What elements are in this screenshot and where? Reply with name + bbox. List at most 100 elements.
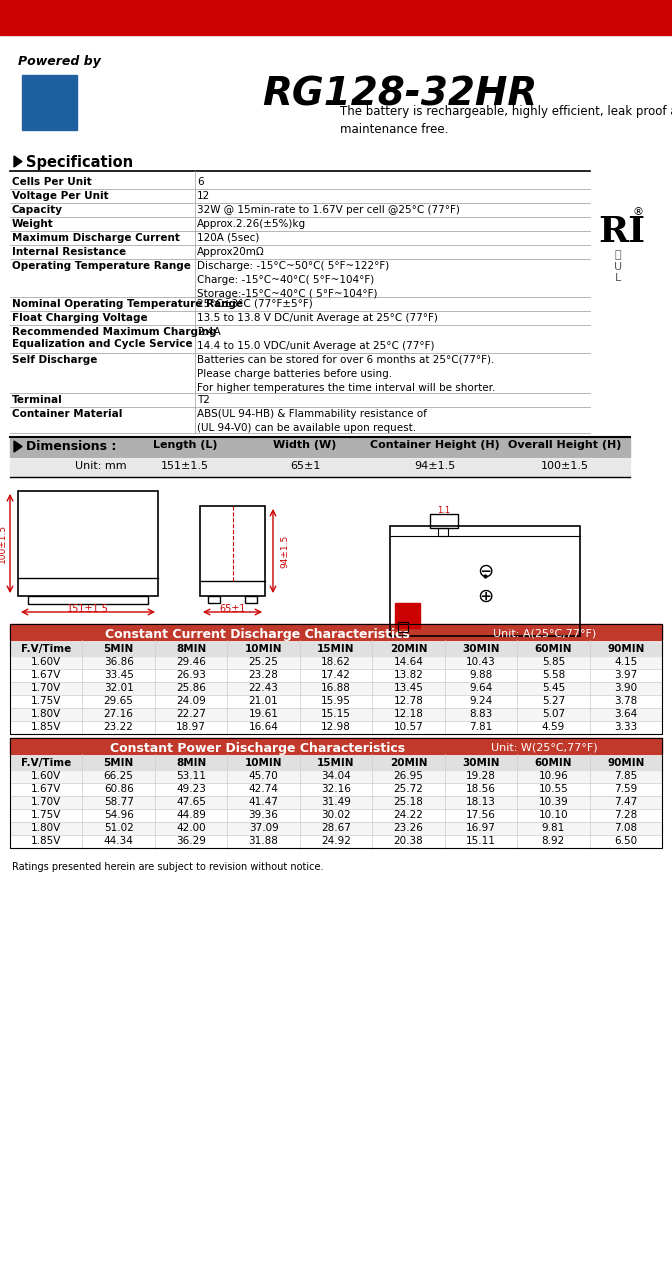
- Text: 31.49: 31.49: [321, 797, 351, 806]
- Text: Recommended Maximum Charging
Equalization and Cycle Service: Recommended Maximum Charging Equalizatio…: [12, 326, 216, 348]
- Text: 29.65: 29.65: [103, 696, 134, 707]
- Bar: [390, 526, 580, 636]
- Text: Nominal Operating Temperature Range: Nominal Operating Temperature Range: [12, 300, 243, 308]
- Text: ABS(UL 94-HB) & Flammability resistance of
(UL 94-V0) can be available upon requ: ABS(UL 94-HB) & Flammability resistance …: [197, 410, 427, 433]
- Bar: [208, 596, 220, 603]
- Text: 33.45: 33.45: [103, 669, 134, 680]
- Text: Cells Per Unit: Cells Per Unit: [12, 177, 92, 187]
- Text: 30MIN: 30MIN: [462, 758, 500, 768]
- Text: Constant Current Discharge Characteristics: Constant Current Discharge Characteristi…: [106, 628, 410, 641]
- Text: 90MIN: 90MIN: [607, 758, 644, 768]
- Text: 8.83: 8.83: [469, 709, 493, 719]
- Text: 23.28: 23.28: [249, 669, 278, 680]
- Text: Operating Temperature Range: Operating Temperature Range: [12, 261, 191, 271]
- Text: 10MIN: 10MIN: [245, 758, 282, 768]
- Text: 54.96: 54.96: [103, 810, 134, 820]
- Text: 1.75V: 1.75V: [31, 810, 61, 820]
- Text: F.V/Time: F.V/Time: [21, 758, 71, 768]
- Bar: [10, 643, 662, 655]
- Bar: [10, 783, 662, 796]
- Text: 3.90: 3.90: [614, 684, 637, 692]
- Text: 17.56: 17.56: [466, 810, 496, 820]
- Text: Length (L): Length (L): [153, 440, 217, 451]
- Text: 1.85V: 1.85V: [31, 722, 61, 732]
- Text: POWER: POWER: [32, 119, 66, 128]
- Text: 10.57: 10.57: [394, 722, 423, 732]
- Text: 13.5 to 13.8 V DC/unit Average at 25°C (77°F): 13.5 to 13.8 V DC/unit Average at 25°C (…: [197, 314, 438, 323]
- Text: 21.01: 21.01: [249, 696, 278, 707]
- Text: 1.85V: 1.85V: [31, 836, 61, 846]
- Text: 18.56: 18.56: [466, 783, 496, 794]
- Text: Unit: W(25°C,77°F): Unit: W(25°C,77°F): [491, 742, 598, 751]
- Text: 25.25: 25.25: [249, 657, 278, 667]
- Text: 94±1.5: 94±1.5: [415, 461, 456, 471]
- Text: Raion: Raion: [22, 105, 75, 123]
- Text: 25°C±3°C (77°F±5°F): 25°C±3°C (77°F±5°F): [197, 300, 312, 308]
- Text: 1.67V: 1.67V: [31, 669, 61, 680]
- Text: 34.04: 34.04: [321, 771, 351, 781]
- Bar: [10, 739, 662, 754]
- Text: 42.74: 42.74: [249, 783, 278, 794]
- Text: 24.09: 24.09: [176, 696, 206, 707]
- Text: 53.11: 53.11: [176, 771, 206, 781]
- Text: 15MIN: 15MIN: [317, 644, 355, 654]
- Bar: [10, 669, 662, 682]
- Text: 60.86: 60.86: [103, 783, 134, 794]
- Text: 22.27: 22.27: [176, 709, 206, 719]
- Text: 42.00: 42.00: [176, 823, 206, 833]
- Text: Dimensions :: Dimensions :: [26, 440, 116, 453]
- Text: 5.85: 5.85: [542, 657, 565, 667]
- Text: ⒲
U
L: ⒲ U L: [614, 250, 622, 283]
- Text: Unit: A(25°C,77°F): Unit: A(25°C,77°F): [493, 628, 596, 637]
- Text: 9.81: 9.81: [542, 823, 565, 833]
- Text: 23.26: 23.26: [394, 823, 423, 833]
- Text: 18.13: 18.13: [466, 797, 496, 806]
- Text: Discharge: -15°C~50°C( 5°F~122°F)
Charge: -15°C~40°C( 5°F~104°F)
Storage:-15°C~4: Discharge: -15°C~50°C( 5°F~122°F) Charge…: [197, 261, 389, 300]
- Text: 5MIN: 5MIN: [103, 644, 134, 654]
- Text: 5MIN: 5MIN: [103, 758, 134, 768]
- Text: 36.29: 36.29: [176, 836, 206, 846]
- Text: 44.89: 44.89: [176, 810, 206, 820]
- Bar: [10, 655, 662, 669]
- Text: ⊖: ⊖: [477, 562, 493, 581]
- Bar: [18, 492, 158, 596]
- Bar: [24, 79, 74, 125]
- Text: 3.78: 3.78: [614, 696, 638, 707]
- Text: 8.92: 8.92: [542, 836, 565, 846]
- Text: 25.72: 25.72: [394, 783, 423, 794]
- Text: 6.50: 6.50: [614, 836, 637, 846]
- Text: 31.88: 31.88: [249, 836, 278, 846]
- Text: 4.59: 4.59: [542, 722, 565, 732]
- Text: 7.59: 7.59: [614, 783, 638, 794]
- Text: 1.60V: 1.60V: [31, 771, 61, 781]
- Text: 32.01: 32.01: [103, 684, 134, 692]
- Bar: [10, 682, 662, 695]
- Text: 30MIN: 30MIN: [462, 644, 500, 654]
- Text: 60MIN: 60MIN: [535, 644, 572, 654]
- Text: Specification: Specification: [26, 155, 133, 170]
- Bar: [200, 506, 265, 596]
- Text: 22.43: 22.43: [249, 684, 278, 692]
- Text: Unit: mm: Unit: mm: [75, 461, 126, 471]
- Text: 27.16: 27.16: [103, 709, 134, 719]
- Text: Weight: Weight: [12, 219, 54, 229]
- Text: 3.97: 3.97: [614, 669, 638, 680]
- Bar: [0, 0, 672, 35]
- Text: 39.36: 39.36: [249, 810, 278, 820]
- Text: 6: 6: [197, 177, 204, 187]
- Text: 1.70V: 1.70V: [31, 797, 61, 806]
- Text: 15.15: 15.15: [321, 709, 351, 719]
- Text: 41.47: 41.47: [249, 797, 278, 806]
- Text: 29.46: 29.46: [176, 657, 206, 667]
- Text: 19.28: 19.28: [466, 771, 496, 781]
- Bar: [430, 515, 458, 527]
- Text: 7.47: 7.47: [614, 797, 638, 806]
- Text: 44.34: 44.34: [103, 836, 134, 846]
- Text: 9.24: 9.24: [469, 696, 493, 707]
- Bar: [10, 771, 662, 783]
- Text: RG128-32HR: RG128-32HR: [262, 76, 538, 113]
- Text: Approx.2.26(±5%)kg: Approx.2.26(±5%)kg: [197, 219, 306, 229]
- Text: 15MIN: 15MIN: [317, 758, 355, 768]
- Text: 13.82: 13.82: [394, 669, 423, 680]
- Bar: [395, 603, 420, 628]
